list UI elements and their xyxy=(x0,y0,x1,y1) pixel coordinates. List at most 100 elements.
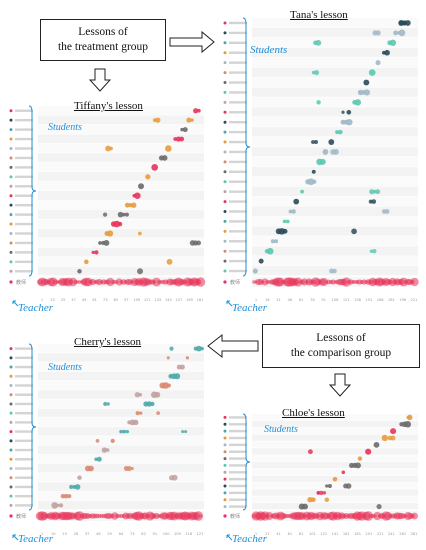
tick-label: 28 xyxy=(74,532,79,536)
student-row xyxy=(252,156,418,167)
participation-dot xyxy=(58,503,64,508)
participation-dot xyxy=(398,29,406,37)
student-name-bar xyxy=(229,101,247,104)
tick-label: 141 xyxy=(332,532,339,536)
student-marker xyxy=(223,210,227,213)
tick-label: 1 xyxy=(41,298,43,302)
participation-dot xyxy=(355,462,361,469)
teacher-bubble xyxy=(411,512,418,520)
chloe-panel: 教师1 21 41 61 81 101 121 141 161 181 201 221 241 261 28… xyxy=(223,413,418,541)
student-marker xyxy=(223,140,227,144)
participation-dot xyxy=(311,140,315,144)
participation-dot xyxy=(404,20,411,26)
participation-dot xyxy=(401,20,407,26)
student-row xyxy=(252,196,418,206)
participation-dot xyxy=(151,164,159,171)
participation-dot xyxy=(293,198,300,205)
student-name-bar xyxy=(229,471,247,474)
cherry-panel: 教师 1 10 19 28 37 46 55 64 73 82 91 100 109 118 127 xyxy=(9,343,204,541)
student-name-bar xyxy=(229,464,247,467)
student-name-bar xyxy=(229,240,247,243)
participation-dot xyxy=(282,228,288,234)
student-name-bar xyxy=(229,120,247,124)
student-row xyxy=(252,455,418,462)
student-name-bar xyxy=(15,128,33,131)
comparison-group-callout: Lessons of the comparison group xyxy=(262,324,420,368)
student-marker xyxy=(9,494,13,498)
teacher-bubble xyxy=(195,277,206,287)
participation-dot xyxy=(155,117,161,123)
tick-label: 241 xyxy=(388,532,395,536)
student-marker xyxy=(223,498,227,502)
student-name-bar xyxy=(229,498,247,501)
tick-label: 76 xyxy=(310,298,315,302)
participation-dot xyxy=(285,219,290,224)
participation-dot xyxy=(381,434,388,442)
participation-dot xyxy=(186,117,192,123)
tick-label: 61 xyxy=(299,298,304,302)
student-row xyxy=(38,399,204,408)
student-row xyxy=(38,463,204,473)
student-name-bar xyxy=(15,494,33,498)
student-row xyxy=(252,87,418,97)
tick-label: 101 xyxy=(309,532,316,536)
student-marker xyxy=(9,356,13,360)
student-name-bar xyxy=(15,485,33,489)
participation-dot xyxy=(51,502,58,509)
student-name-bar xyxy=(229,200,247,203)
student-row xyxy=(38,362,204,372)
student-name-bar xyxy=(229,180,247,183)
student-row xyxy=(252,67,418,77)
tick-label: 121 xyxy=(144,298,151,302)
participation-dot xyxy=(363,79,370,86)
student-marker xyxy=(223,463,227,467)
participation-dot xyxy=(332,476,338,482)
tick-label: 1 xyxy=(41,532,43,536)
participation-dot xyxy=(166,356,170,360)
tick-label: 261 xyxy=(399,532,406,536)
teacher-bubble xyxy=(276,277,285,287)
teacher-bubble xyxy=(363,511,374,521)
participation-dot xyxy=(102,212,108,217)
student-row xyxy=(252,236,418,246)
tick-label: 46 xyxy=(288,298,293,302)
student-name-bar xyxy=(229,269,247,273)
student-marker xyxy=(223,269,227,273)
student-row xyxy=(252,448,418,455)
student-name-bar xyxy=(15,356,33,360)
participation-dot xyxy=(311,169,316,174)
participation-dot xyxy=(341,110,345,114)
tiffany-panel: 教师 1 13 25 37 49 61 73 85 97 109 121 133 145 157 169 181 xyxy=(9,105,206,307)
student-marker xyxy=(9,232,13,235)
teacher-bubble xyxy=(193,511,204,521)
student-name-bar xyxy=(15,448,33,452)
student-row xyxy=(38,473,204,482)
teacher-marker xyxy=(9,514,13,518)
student-row xyxy=(38,371,204,381)
tick-label: 41 xyxy=(276,532,281,536)
student-marker xyxy=(9,184,13,188)
tick-label: 37 xyxy=(85,532,90,536)
student-row xyxy=(38,162,204,172)
tick-label: 1 xyxy=(255,298,257,302)
participation-dot xyxy=(312,179,317,184)
student-marker xyxy=(223,61,227,65)
student-row xyxy=(252,256,418,266)
tick-label: 61 xyxy=(92,298,97,302)
student-marker xyxy=(223,120,227,124)
student-name-bar xyxy=(15,476,33,479)
participation-dot xyxy=(335,130,340,135)
student-name-bar xyxy=(229,491,247,495)
student-marker xyxy=(9,393,13,397)
participation-dot xyxy=(389,39,397,46)
student-marker xyxy=(9,384,13,387)
student-name-bar xyxy=(15,270,33,273)
tana-panel: 教师1 16 31 46 61 76 91 106 121 136 151 166 181 196 211 xyxy=(223,17,419,307)
student-name-bar xyxy=(15,222,33,226)
student-name-bar xyxy=(15,504,33,507)
teacher-arrow-icon xyxy=(12,300,19,307)
student-row xyxy=(252,496,418,503)
student-marker xyxy=(223,484,227,488)
teacher-bubble xyxy=(293,277,303,287)
